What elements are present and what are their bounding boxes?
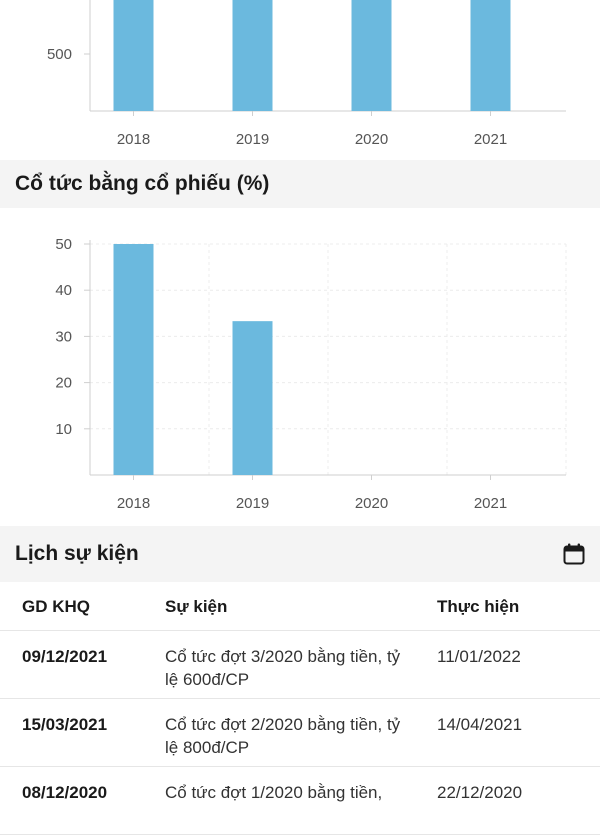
stock-dividend-title: Cổ tức bằng cổ phiếu (%): [15, 172, 270, 195]
stock-dividend-chart-svg: 10 20 30 40 50 2018 2019 2020 2021: [55, 236, 567, 512]
y-tick-label: 20: [55, 375, 72, 392]
event-description: Cổ tức đợt 3/2020 bằng tiền, tỷ lệ 600đ/…: [165, 647, 401, 689]
x-tick-label: 2021: [474, 495, 507, 512]
bar: [351, 0, 392, 111]
event-done-date: 11/01/2022: [437, 647, 521, 666]
event-done-date: 14/04/2021: [437, 715, 523, 734]
events-table: GD KHQ Sự kiện Thực hiện 09/12/2021 Cổ t…: [0, 582, 600, 835]
table-row[interactable]: 09/12/2021 Cổ tức đợt 3/2020 bằng tiền, …: [0, 631, 600, 699]
event-description: Cổ tức đợt 2/2020 bằng tiền, tỷ lệ 800đ/…: [165, 715, 401, 757]
calendar-icon[interactable]: [562, 542, 586, 566]
stock-dividend-chart: 10 20 30 40 50 2018 2019 2020 2021: [0, 208, 600, 526]
cash-dividend-chart: 1,000 500 2018 2019 2020 2021: [0, 0, 600, 160]
event-date: 08/12/2020: [22, 783, 108, 802]
table-row[interactable]: 08/12/2020 Cổ tức đợt 1/2020 bằng tiền, …: [0, 767, 600, 835]
bar: [232, 321, 273, 475]
event-date: 15/03/2021: [22, 715, 108, 734]
x-tick-label: 2018: [117, 495, 150, 512]
header-gd-khq: GD KHQ: [22, 596, 90, 616]
events-table-header: GD KHQ Sự kiện Thực hiện: [0, 582, 600, 631]
stock-dividend-header: Cổ tức bằng cổ phiếu (%): [0, 160, 600, 208]
y-tick-label: 10: [55, 421, 72, 438]
x-tick-label: 2021: [474, 131, 507, 148]
x-tick-label: 2019: [236, 131, 269, 148]
y-tick-label: 1,000: [34, 0, 72, 2]
x-tick-label: 2020: [355, 495, 388, 512]
x-tick-label: 2018: [117, 131, 150, 148]
events-header: Lịch sự kiện: [0, 526, 600, 582]
y-tick-label: 50: [55, 236, 72, 253]
x-tick-label: 2020: [355, 131, 388, 148]
bar: [470, 0, 511, 111]
y-tick-label: 500: [47, 46, 72, 63]
x-tick-label: 2019: [236, 495, 269, 512]
bar: [232, 0, 273, 111]
y-tick-label: 40: [55, 282, 72, 299]
y-tick-label: 30: [55, 328, 72, 345]
event-done-date: 22/12/2020: [437, 783, 523, 802]
header-thuc-hien: Thực hiện: [437, 596, 520, 616]
bar: [113, 244, 154, 475]
cash-dividend-chart-svg: 1,000 500 2018 2019 2020 2021: [34, 0, 566, 148]
event-date: 09/12/2021: [22, 647, 108, 666]
header-su-kien: Sự kiện: [165, 596, 228, 616]
event-description: Cổ tức đợt 1/2020 bằng tiền,: [165, 783, 383, 802]
table-row[interactable]: 15/03/2021 Cổ tức đợt 2/2020 bằng tiền, …: [0, 699, 600, 767]
events-title: Lịch sự kiện: [15, 542, 139, 565]
bar: [113, 0, 154, 111]
